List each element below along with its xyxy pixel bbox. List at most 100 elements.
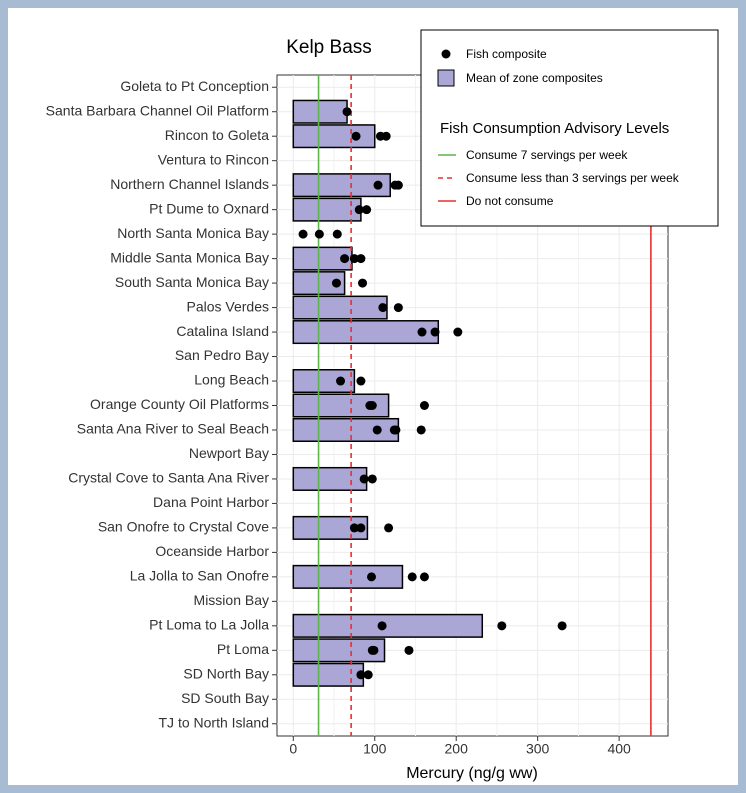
bar [292, 662, 365, 687]
chart-title: Kelp Bass [286, 37, 372, 58]
fish-composite [419, 572, 429, 582]
legend-label: Fish composite [466, 47, 547, 61]
y-tick-label: Crystal Cove to Santa Ana River [68, 470, 269, 486]
y-tick-label: Dana Point Harbor [153, 494, 269, 510]
fish-composite [393, 180, 403, 190]
x-axis-label: Mercury (ng/g ww) [406, 765, 538, 782]
y-tick-label: Catalina Island [176, 323, 269, 339]
bar [292, 564, 404, 589]
fish-composite [314, 229, 324, 239]
bar [292, 417, 400, 442]
legend-label: Mean of zone composites [466, 71, 603, 85]
fish-composite [342, 107, 352, 117]
bar [292, 99, 348, 124]
bar [292, 466, 368, 491]
fish-composite [381, 131, 391, 141]
legend-label: Do not consume [466, 194, 554, 208]
y-tick-label: Northern Channel Islands [110, 176, 269, 192]
x-tick-label: 0 [289, 741, 297, 757]
fish-composite [340, 254, 350, 264]
legend-title: Fish Consumption Advisory Levels [440, 120, 669, 137]
y-tick-label: North Santa Monica Bay [117, 225, 269, 241]
fish-composite [419, 401, 429, 410]
fish-composite [373, 180, 383, 190]
fish-composite [407, 572, 417, 582]
fish-composite [367, 401, 377, 410]
bar [292, 613, 484, 638]
fish-composite [372, 425, 382, 435]
x-tick-label: 300 [526, 741, 550, 757]
fish-composite [393, 303, 403, 313]
fish-composite [557, 621, 567, 631]
bar [292, 173, 391, 198]
bar [292, 638, 386, 663]
fish-composite [356, 670, 366, 680]
x-tick-label: 100 [363, 741, 387, 757]
fish-composite [366, 572, 376, 582]
fish-composite [356, 523, 366, 533]
y-tick-label: Orange County Oil Platforms [90, 396, 269, 412]
fish-composite [336, 376, 346, 386]
fish-composite [298, 229, 308, 239]
y-tick-label: Palos Verdes [187, 298, 270, 314]
bar [292, 295, 388, 320]
legend-symbol [437, 69, 455, 87]
fish-composite [416, 425, 426, 435]
fish-composite [349, 254, 359, 264]
y-tick-label: San Pedro Bay [175, 347, 269, 363]
y-tick-label: Santa Barbara Channel Oil Platform [46, 102, 269, 118]
bar [292, 515, 369, 540]
y-tick-label: Long Beach [194, 372, 269, 388]
fish-composite [367, 474, 377, 484]
y-tick-label: Newport Bay [189, 445, 269, 461]
y-tick-label: Goleta to Pt Conception [120, 78, 269, 94]
fish-composite [356, 376, 366, 386]
y-tick-label: Pt Loma to La Jolla [149, 617, 269, 633]
bar [292, 124, 376, 149]
fish-composite [430, 327, 440, 337]
y-tick-label: SD South Bay [181, 690, 269, 706]
fish-composite [391, 425, 401, 435]
x-tick-label: 200 [445, 741, 469, 757]
legend-symbol [441, 49, 451, 59]
fish-composite [351, 131, 361, 141]
fish-composite [384, 523, 394, 533]
legend [420, 29, 719, 227]
y-tick-label: SD North Bay [183, 665, 269, 681]
bar [292, 320, 440, 345]
y-tick-label: Middle Santa Monica Bay [110, 249, 269, 265]
y-tick-label: La Jolla to San Onofre [130, 568, 270, 584]
fish-composite [359, 474, 369, 484]
y-tick-label: TJ to North Island [159, 714, 270, 730]
fish-composite [362, 205, 372, 215]
fish-composite [354, 205, 364, 215]
fish-composite [358, 278, 368, 288]
fish-composite [417, 327, 427, 337]
y-tick-label: Mission Bay [194, 592, 269, 608]
y-tick-label: Oceanside Harbor [155, 543, 269, 559]
fish-composite [363, 670, 373, 680]
fish-composite [453, 327, 463, 337]
fish-composite [349, 523, 359, 533]
x-tick-label: 400 [607, 741, 631, 757]
fish-composite [356, 254, 366, 264]
fish-composite [331, 278, 341, 288]
y-tick-label: San Onofre to Crystal Cove [98, 519, 269, 535]
y-tick-label: Rincon to Goleta [165, 127, 269, 143]
fish-composite [404, 645, 414, 655]
y-tick-label: South Santa Monica Bay [115, 274, 269, 290]
y-tick-label: Santa Ana River to Seal Beach [77, 421, 269, 437]
y-tick-label: Ventura to Rincon [158, 151, 269, 167]
fish-composite [369, 645, 379, 655]
y-tick-label: Pt Dume to Oxnard [149, 200, 269, 216]
y-tick-label: Pt Loma [217, 641, 269, 657]
legend-label: Consume 7 servings per week [466, 148, 628, 162]
fish-composite [332, 229, 342, 239]
legend-label: Consume less than 3 servings per week [466, 171, 680, 185]
fish-composite [377, 621, 387, 631]
bar [292, 369, 356, 394]
fish-composite [497, 621, 507, 631]
bar [292, 393, 390, 418]
fish-composite [378, 303, 388, 313]
